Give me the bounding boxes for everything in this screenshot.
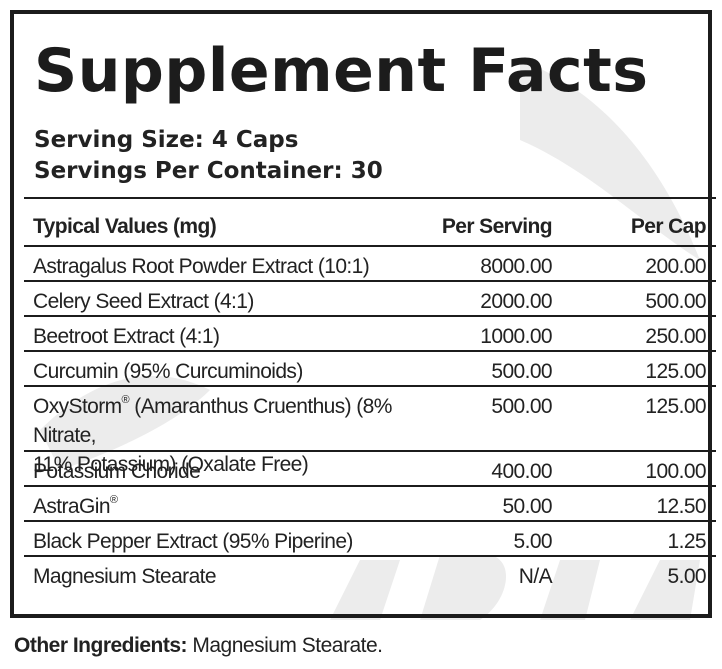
per-serving-value: 2000.00 — [480, 290, 552, 313]
per-cap-value: 125.00 — [645, 395, 706, 418]
panel-title: Supplement Facts — [34, 36, 649, 106]
ingredient-name: Potassium Choride — [33, 460, 201, 483]
registered-mark: ® — [121, 394, 130, 406]
table-row: Celery Seed Extract (4:1) 2000.00 500.00 — [24, 282, 716, 317]
per-serving-value: N/A — [518, 565, 553, 588]
per-serving-value: 500.00 — [491, 360, 552, 383]
table-row: OxyStorm® (Amaranthus Cruenthus) (8% Nit… — [24, 387, 716, 476]
ingredient-name: Curcumin (95% Curcuminoids) — [33, 360, 303, 383]
per-serving-value: 400.00 — [491, 460, 552, 483]
ingredient-name: Magnesium Stearate — [33, 565, 217, 588]
per-cap-value: 100.00 — [645, 460, 706, 483]
per-cap-value: 200.00 — [645, 255, 706, 278]
ingredient-name: Black Pepper Extract (95% Piperine) — [33, 530, 353, 553]
per-serving-value: 5.00 — [513, 530, 553, 553]
table-row: Curcumin (95% Curcuminoids) 500.00 125.0… — [24, 352, 716, 387]
ingredient-name-main: AstraGin — [33, 495, 111, 518]
per-serving-value: 8000.00 — [480, 255, 552, 278]
per-serving-value: 1000.00 — [480, 325, 552, 348]
ingredient-name: Celery Seed Extract (4:1) — [33, 290, 254, 313]
table-row: AstraGin® 50.00 12.50 — [24, 487, 716, 522]
per-cap-value: 125.00 — [645, 360, 706, 383]
per-cap-value: 1.25 — [667, 530, 707, 553]
table-header-row: Typical Values (mg) Per Serving Per Cap — [24, 199, 716, 247]
table-row: Astragalus Root Powder Extract (10:1) 80… — [24, 247, 716, 282]
column-header-typical-values: Typical Values (mg) — [33, 215, 217, 238]
supplement-facts-panel: Supplement Facts Serving Size: 4 Caps Se… — [10, 10, 716, 618]
table-row: Potassium Choride 400.00 100.00 — [24, 452, 716, 487]
other-ingredients-value: Magnesium Stearate. — [187, 634, 383, 657]
ingredient-name-main: OxyStorm — [33, 395, 122, 418]
column-header-per-cap: Per Cap — [630, 215, 707, 238]
ingredient-name: Beetroot Extract (4:1) — [33, 325, 220, 348]
servings-per-container: Servings Per Container: 30 — [34, 158, 383, 184]
per-cap-value: 500.00 — [645, 290, 706, 313]
facts-table: Typical Values (mg) Per Serving Per Cap … — [24, 197, 716, 592]
per-cap-value: 5.00 — [667, 565, 707, 588]
other-ingredients: Other Ingredients: Magnesium Stearate. — [14, 632, 383, 660]
other-ingredients-label: Other Ingredients: — [14, 634, 188, 657]
per-cap-value: 12.50 — [656, 495, 706, 518]
ingredient-name: Astragalus Root Powder Extract (10:1) — [33, 255, 370, 278]
column-header-per-serving: Per Serving — [441, 215, 553, 238]
table-row: Magnesium Stearate N/A 5.00 — [24, 557, 716, 592]
table-row: Beetroot Extract (4:1) 1000.00 250.00 — [24, 317, 716, 352]
table-row: Black Pepper Extract (95% Piperine) 5.00… — [24, 522, 716, 557]
per-serving-value: 50.00 — [502, 495, 552, 518]
serving-size: Serving Size: 4 Caps — [34, 127, 299, 153]
per-cap-value: 250.00 — [645, 325, 706, 348]
ingredient-name: AstraGin® — [24, 492, 412, 521]
registered-mark: ® — [109, 494, 118, 506]
per-serving-value: 500.00 — [491, 395, 552, 418]
